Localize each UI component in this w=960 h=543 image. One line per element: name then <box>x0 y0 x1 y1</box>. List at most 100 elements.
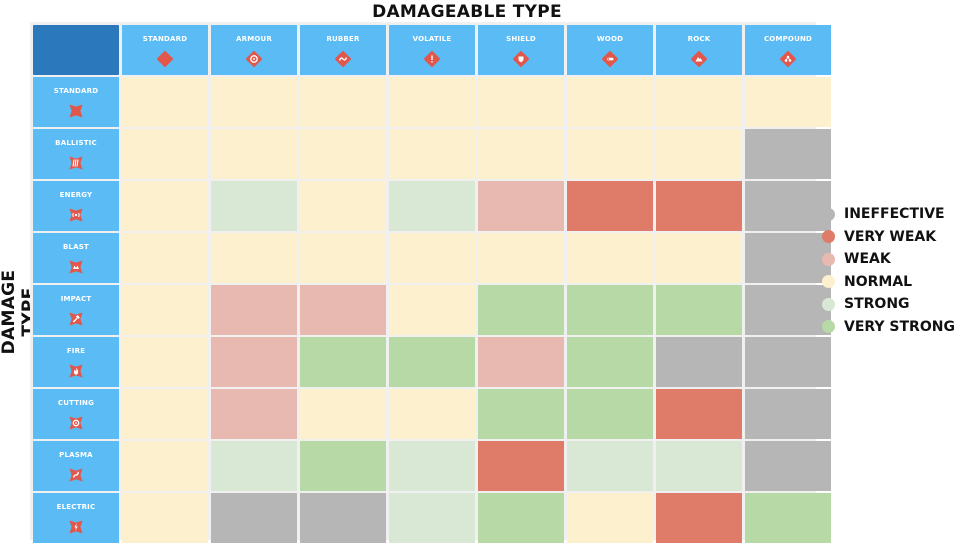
exclamation-icon <box>423 50 441 70</box>
row-header-ballistic: BALLISTIC <box>33 129 119 179</box>
column-header-label: ROCK <box>687 35 711 43</box>
row-header-label: BLAST <box>62 243 90 251</box>
flame-icon <box>67 362 85 382</box>
heatmap-cell-blast-compound <box>745 233 831 283</box>
heatmap-cell-blast-standard <box>122 233 208 283</box>
legend-swatch <box>822 207 835 221</box>
heatmap-cell-energy-armour <box>211 181 297 231</box>
heatmap-cell-ballistic-rock <box>656 129 742 179</box>
heatmap-cell-energy-wood <box>567 181 653 231</box>
column-axis-title: DAMAGEABLE TYPE <box>372 2 562 22</box>
row-header-impact: IMPACT <box>33 285 119 335</box>
legend: INEFFECTIVE VERY WEAK WEAK NORMAL STRONG VERY… <box>822 203 955 338</box>
heatmap-cell-blast-rock <box>656 233 742 283</box>
heatmap-cell-plasma-standard <box>122 441 208 491</box>
heatmap-cell-plasma-compound <box>745 441 831 491</box>
row-header-label: ENERGY <box>59 191 93 199</box>
diamond-icon <box>156 50 174 70</box>
heatmap-cell-plasma-armour <box>211 441 297 491</box>
log-icon <box>601 50 619 70</box>
row-header-label: CUTTING <box>57 399 95 407</box>
column-header-label: SHIELD <box>506 35 536 43</box>
heatmap-cell-ballistic-volatile <box>389 129 475 179</box>
row-header-label: BALLISTIC <box>55 139 97 147</box>
legend-item-verystrong: VERY STRONG <box>822 316 955 339</box>
heatmap-cell-energy-compound <box>745 181 831 231</box>
heatmap-cell-ballistic-rubber <box>300 129 386 179</box>
row-header-plasma: PLASMA <box>33 441 119 491</box>
heatmap-cell-impact-wood <box>567 285 653 335</box>
plasma-icon <box>67 466 85 486</box>
row-header-blast: BLAST <box>33 233 119 283</box>
heatmap-cell-ballistic-wood <box>567 129 653 179</box>
column-header-label: STANDARD <box>142 35 188 43</box>
heatmap-cell-cutting-compound <box>745 389 831 439</box>
legend-label: STRONG <box>844 296 910 313</box>
heatmap-cell-cutting-rubber <box>300 389 386 439</box>
legend-label: INEFFECTIVE <box>844 206 945 223</box>
shield-ring-icon <box>245 50 263 70</box>
legend-swatch <box>822 230 835 244</box>
column-header-wood: WOOD <box>567 25 653 75</box>
heatmap-cell-electric-volatile <box>389 493 475 543</box>
row-header-fire: FIRE <box>33 337 119 387</box>
heatmap-cell-plasma-rubber <box>300 441 386 491</box>
heatmap-cell-fire-volatile <box>389 337 475 387</box>
heatmap-cell-standard-volatile <box>389 77 475 127</box>
heatmap-cell-plasma-volatile <box>389 441 475 491</box>
row-header-label: FIRE <box>66 347 86 355</box>
heatmap-cell-cutting-shield <box>478 389 564 439</box>
heatmap-cell-fire-shield <box>478 337 564 387</box>
heatmap-cell-electric-rubber <box>300 493 386 543</box>
heatmap-cell-ballistic-shield <box>478 129 564 179</box>
heatmap-cell-ballistic-armour <box>211 129 297 179</box>
heatmap-cell-impact-armour <box>211 285 297 335</box>
legend-item-strong: STRONG <box>822 293 955 316</box>
legend-item-normal: NORMAL <box>822 271 955 294</box>
column-header-label: RUBBER <box>326 35 360 43</box>
legend-swatch <box>822 320 835 334</box>
column-header-compound: COMPOUND <box>745 25 831 75</box>
lightning-icon <box>67 518 85 538</box>
shield-icon <box>512 50 530 70</box>
heatmap-cell-standard-compound <box>745 77 831 127</box>
saw-icon <box>67 414 85 434</box>
corner-cell <box>33 25 119 75</box>
heatmap-cell-electric-armour <box>211 493 297 543</box>
heatmap-cell-blast-wood <box>567 233 653 283</box>
heatmap-cell-blast-armour <box>211 233 297 283</box>
legend-swatch <box>822 252 835 266</box>
heatmap-cell-blast-volatile <box>389 233 475 283</box>
legend-swatch <box>822 297 835 311</box>
heatmap-cell-plasma-wood <box>567 441 653 491</box>
heatmap-cell-impact-rubber <box>300 285 386 335</box>
heatmap-cell-impact-compound <box>745 285 831 335</box>
heatmap-cell-energy-shield <box>478 181 564 231</box>
heatmap-cell-cutting-wood <box>567 389 653 439</box>
heatmap-cell-blast-shield <box>478 233 564 283</box>
row-header-label: ELECTRIC <box>56 503 96 511</box>
legend-label: VERY STRONG <box>844 318 955 335</box>
column-header-rubber: RUBBER <box>300 25 386 75</box>
heatmap-cell-standard-rock <box>656 77 742 127</box>
heatmap-cell-electric-compound <box>745 493 831 543</box>
heatmap-cell-fire-wood <box>567 337 653 387</box>
heatmap-cell-blast-rubber <box>300 233 386 283</box>
heatmap-cell-cutting-standard <box>122 389 208 439</box>
heatmap-cell-impact-shield <box>478 285 564 335</box>
heatmap-cell-electric-standard <box>122 493 208 543</box>
heatmap-cell-cutting-volatile <box>389 389 475 439</box>
molecule-icon <box>779 50 797 70</box>
column-header-label: WOOD <box>596 35 624 43</box>
column-header-rock: ROCK <box>656 25 742 75</box>
row-header-cutting: CUTTING <box>33 389 119 439</box>
heatmap-cell-electric-rock <box>656 493 742 543</box>
heatmap-cell-electric-shield <box>478 493 564 543</box>
heatmap-cell-fire-standard <box>122 337 208 387</box>
heatmap-cell-standard-armour <box>211 77 297 127</box>
damage-matrix: STANDARD ARMOUR RUBBER VOLATILE SHIELD WOOD RO… <box>30 22 831 543</box>
mountain-icon <box>690 50 708 70</box>
row-header-electric: ELECTRIC <box>33 493 119 543</box>
heatmap-cell-impact-standard <box>122 285 208 335</box>
column-header-armour: ARMOUR <box>211 25 297 75</box>
